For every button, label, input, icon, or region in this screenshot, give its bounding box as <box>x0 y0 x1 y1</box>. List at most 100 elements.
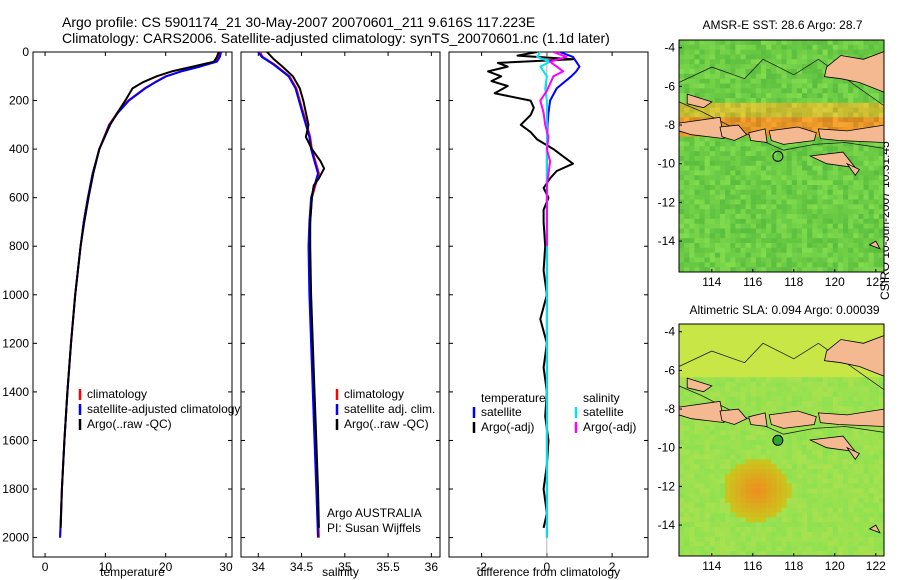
map-cell <box>745 469 752 475</box>
map-cell <box>832 247 839 254</box>
map-cell <box>766 541 772 547</box>
panel-frame-3 <box>448 51 649 558</box>
map-cell <box>755 44 762 51</box>
map-cell <box>858 180 865 186</box>
map-cell <box>776 546 783 552</box>
map-cell <box>735 98 742 104</box>
map-cell <box>735 473 742 480</box>
map-cell <box>878 141 884 147</box>
map-cell <box>730 199 736 205</box>
map-cell <box>832 483 839 489</box>
map-cell <box>755 267 762 272</box>
map-cell <box>863 386 870 393</box>
map-cell <box>873 228 880 234</box>
map-cell <box>776 454 783 460</box>
map-cell <box>694 243 701 249</box>
map-cell <box>750 406 757 412</box>
map-cell <box>684 252 690 259</box>
map-cell <box>684 425 690 431</box>
map-cell <box>868 44 875 51</box>
map-cell <box>771 107 777 114</box>
map-cell <box>843 78 849 85</box>
map-cell <box>837 238 844 244</box>
map-cell <box>730 531 736 538</box>
map-cell <box>827 40 834 46</box>
map-cell <box>689 218 695 225</box>
map-cell <box>843 49 849 56</box>
map-cell <box>684 517 690 523</box>
map-cell <box>807 338 813 344</box>
map-cell <box>750 493 757 499</box>
map-cell <box>863 98 870 104</box>
map-cell <box>684 512 690 518</box>
map-cell <box>848 262 854 268</box>
map-cell <box>694 233 701 239</box>
map-cell <box>684 449 690 456</box>
map-cell <box>755 411 762 417</box>
map-cell <box>714 204 721 210</box>
map-cell <box>853 223 859 230</box>
map-cell <box>740 425 747 431</box>
map-cell <box>755 189 762 196</box>
map-cell <box>873 44 880 51</box>
map-cell <box>684 324 690 330</box>
map-cell <box>776 78 783 85</box>
map-cell <box>689 243 695 249</box>
map-cell <box>699 517 706 523</box>
map-cell <box>807 377 813 383</box>
map-cell <box>740 64 747 70</box>
map-cell <box>853 209 859 215</box>
map-cell <box>791 353 798 359</box>
map-cell <box>684 170 690 176</box>
map-cell <box>837 218 844 225</box>
map-cell <box>791 382 798 388</box>
map-cell <box>791 333 798 340</box>
map-cell <box>771 478 777 485</box>
map-cell <box>745 262 752 268</box>
map-cell <box>745 209 752 215</box>
map-cell <box>776 252 783 259</box>
map-cell <box>725 357 731 364</box>
map-cell <box>699 151 706 157</box>
map-cell <box>766 64 772 70</box>
map-cell <box>704 343 711 349</box>
map-cell <box>750 262 757 268</box>
map-cell <box>766 127 772 133</box>
map-cell <box>812 449 818 456</box>
map-cell <box>802 522 808 528</box>
map-cell <box>766 185 772 191</box>
map-cell <box>679 536 685 543</box>
map-cell <box>730 338 736 344</box>
map-cell <box>745 541 752 547</box>
map-cell <box>827 507 834 514</box>
map-cell <box>817 372 824 378</box>
map-cell <box>704 527 711 533</box>
map-cell <box>694 488 701 494</box>
map-cell <box>802 78 808 85</box>
map-cell <box>755 160 762 167</box>
map-cell <box>807 112 813 118</box>
map-cell <box>796 223 803 230</box>
map-cell <box>776 40 783 46</box>
map-cell <box>709 112 716 118</box>
map-cell <box>689 483 695 489</box>
map-cell <box>878 469 884 475</box>
map-cell <box>848 214 854 220</box>
map-cell <box>832 406 839 412</box>
map-cell <box>807 396 813 402</box>
map-cell <box>848 88 854 94</box>
map-cell <box>802 449 808 456</box>
map-cell <box>868 430 875 436</box>
map-cell <box>863 83 870 89</box>
map-cell <box>771 522 777 528</box>
map-cell <box>720 449 726 456</box>
map-cell <box>786 189 793 196</box>
map-cell <box>827 406 834 412</box>
map-cell <box>689 396 695 402</box>
map-cell <box>802 464 808 470</box>
map-cell <box>684 83 690 89</box>
map-cell <box>735 396 742 402</box>
map-cell <box>755 185 762 191</box>
map-cell <box>848 127 854 133</box>
map-cell <box>771 531 777 538</box>
